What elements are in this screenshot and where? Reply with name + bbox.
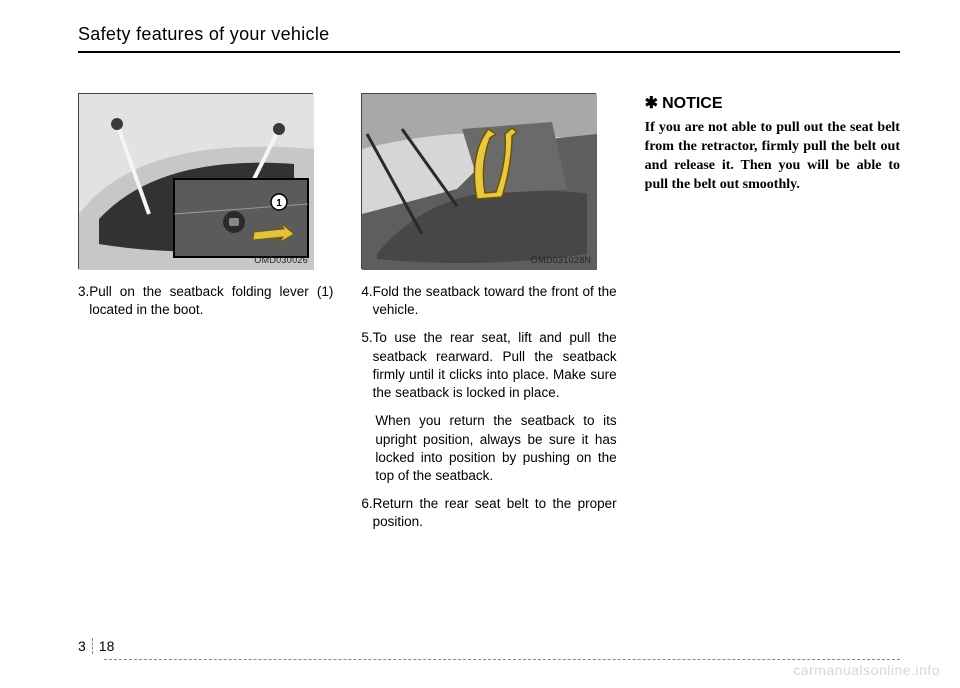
step-5-text: To use the rear seat, lift and pull the …: [373, 329, 617, 402]
content-columns: 1 OMD030026 3. Pull on the seatback fold…: [78, 93, 900, 542]
figure-code-2: OMD031028N: [531, 255, 592, 265]
step-4-text: Fold the seatback toward the front of th…: [373, 283, 617, 319]
step-5-continued: When you return the seatback to its upri…: [361, 412, 616, 485]
page-footer: 3 18: [0, 659, 960, 660]
step-6-number: 6.: [361, 495, 372, 531]
section-title: Safety features of your vehicle: [78, 24, 900, 45]
notice-body: If you are not able to pull out the seat…: [645, 119, 900, 195]
step-3-number: 3.: [78, 283, 89, 319]
step-4-number: 4.: [361, 283, 372, 319]
chapter-number: 3: [78, 638, 93, 654]
notice-bullet-icon: ✱: [645, 95, 658, 112]
watermark: carmanualsonline.info: [793, 662, 940, 678]
footer-rule: [104, 659, 900, 660]
svg-text:1: 1: [276, 198, 282, 209]
page-number: 18: [93, 638, 115, 654]
page-number-box: 3 18: [78, 638, 114, 654]
figure-trunk-lever: 1 OMD030026: [78, 93, 313, 269]
column-2: OMD031028N 4. Fold the seatback toward t…: [361, 93, 616, 542]
step-3: 3. Pull on the seatback folding lever (1…: [78, 283, 333, 319]
column-1: 1 OMD030026 3. Pull on the seatback fold…: [78, 93, 333, 542]
step-6-text: Return the rear seat belt to the proper …: [373, 495, 617, 531]
column-3: ✱NOTICE If you are not able to pull out …: [645, 93, 900, 542]
step-5-number: 5.: [361, 329, 372, 402]
notice-label: NOTICE: [662, 95, 722, 112]
step-5: 5. To use the rear seat, lift and pull t…: [361, 329, 616, 402]
header-rule: [78, 51, 900, 53]
step-4: 4. Fold the seatback toward the front of…: [361, 283, 616, 319]
notice-heading: ✱NOTICE: [645, 93, 900, 113]
figure-code-1: OMD030026: [254, 255, 308, 265]
step-3-text: Pull on the seatback folding lever (1) l…: [89, 283, 333, 319]
step-6: 6. Return the rear seat belt to the prop…: [361, 495, 616, 531]
figure-seat-fold: OMD031028N: [361, 93, 596, 269]
